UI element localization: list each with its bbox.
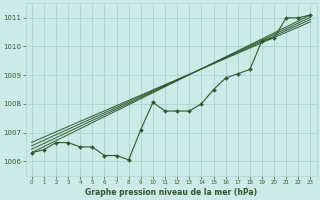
X-axis label: Graphe pression niveau de la mer (hPa): Graphe pression niveau de la mer (hPa): [85, 188, 257, 197]
